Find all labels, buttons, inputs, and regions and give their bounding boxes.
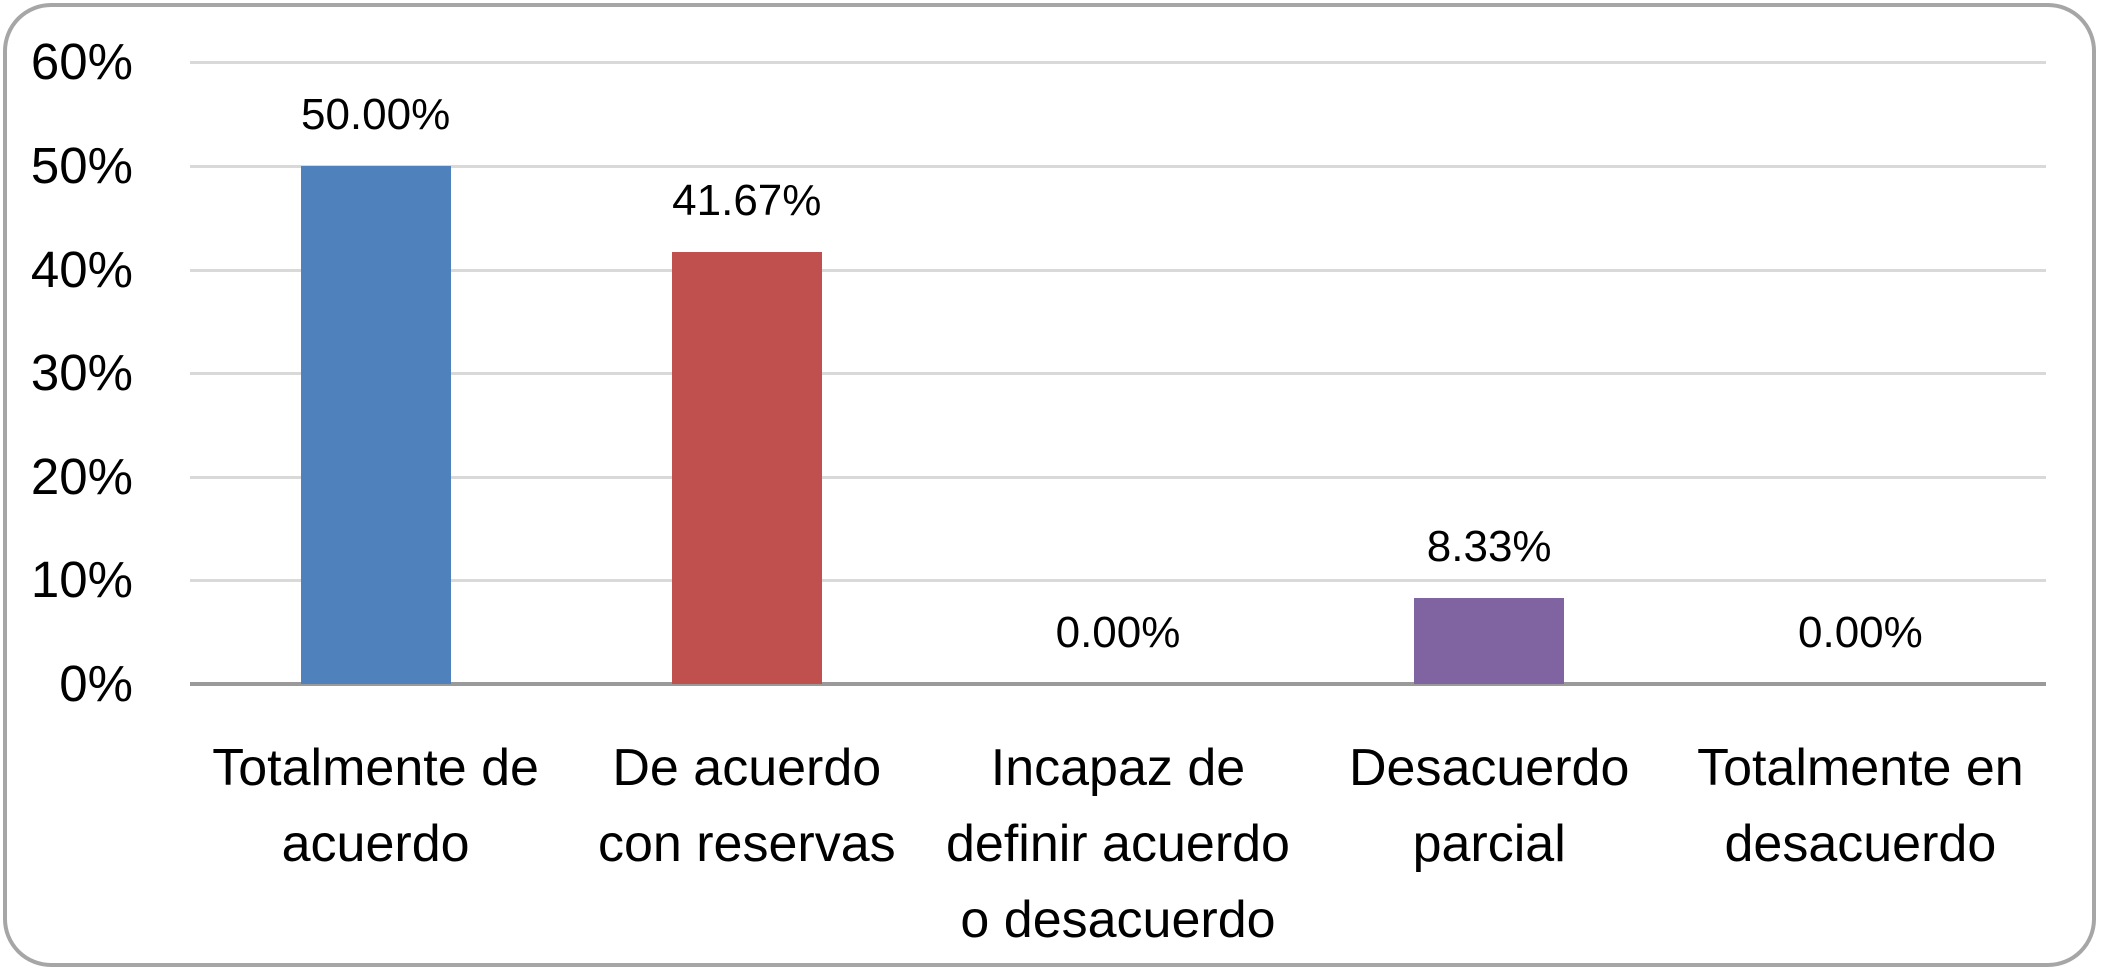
- y-tick-label: 40%: [30, 240, 133, 298]
- x-category-label-line: desacuerdo: [1724, 815, 1997, 873]
- x-category-label-line: Desacuerdo: [1348, 739, 1630, 797]
- x-category-label: Totalmente en desacuerdo: [1605, 730, 2101, 882]
- x-category-label-line: con reservas: [597, 815, 896, 873]
- x-category-label-line: parcial: [1412, 815, 1566, 873]
- x-category-label-line: De acuerdo: [612, 739, 882, 797]
- gridline-60pct: [190, 61, 2046, 65]
- y-tick-label: 30%: [30, 344, 133, 402]
- x-category-label-line: Incapaz de: [990, 739, 1246, 797]
- x-category-label-line: definir acuerdo: [945, 815, 1290, 873]
- gridline-50pct: [190, 165, 2046, 168]
- x-category-label-line: Totalmente en: [1697, 739, 2024, 797]
- bar: [671, 252, 822, 684]
- gridline-20pct: [190, 475, 2046, 479]
- gridline-10pct: [190, 579, 2046, 583]
- y-tick-label: 10%: [30, 551, 133, 609]
- bar-value-label: 0.00%: [1055, 608, 1181, 657]
- y-tick-label: 20%: [30, 447, 133, 505]
- gridline-30pct: [190, 372, 2046, 376]
- bar-value-label: 41.67%: [672, 176, 822, 226]
- x-category-label-line: o desacuerdo: [960, 891, 1276, 949]
- y-tick-label: 60%: [30, 33, 133, 91]
- y-tick-label: 50%: [30, 137, 133, 194]
- x-category-label-line: Totalmente de: [212, 739, 539, 797]
- x-category-label: De acuerdo con reservas: [491, 730, 1002, 882]
- gridline-40pct: [190, 268, 2046, 272]
- x-category-label: Incapaz de definir acuerdo o desacuerdo: [862, 730, 1373, 958]
- bar: [300, 166, 451, 684]
- bar-value-label: 8.33%: [1426, 521, 1552, 571]
- bar-value-label: 50.00%: [300, 90, 451, 139]
- y-tick-label: 0%: [59, 655, 133, 712]
- x-category-label: Desacuerdo parcial: [1234, 730, 1745, 882]
- bar: [1414, 597, 1565, 684]
- x-axis-line: [190, 682, 2046, 686]
- x-category-label-line: acuerdo: [281, 815, 470, 873]
- x-category-label: Totalmente de acuerdo: [120, 730, 631, 882]
- bar-value-label: 0.00%: [1798, 608, 1923, 657]
